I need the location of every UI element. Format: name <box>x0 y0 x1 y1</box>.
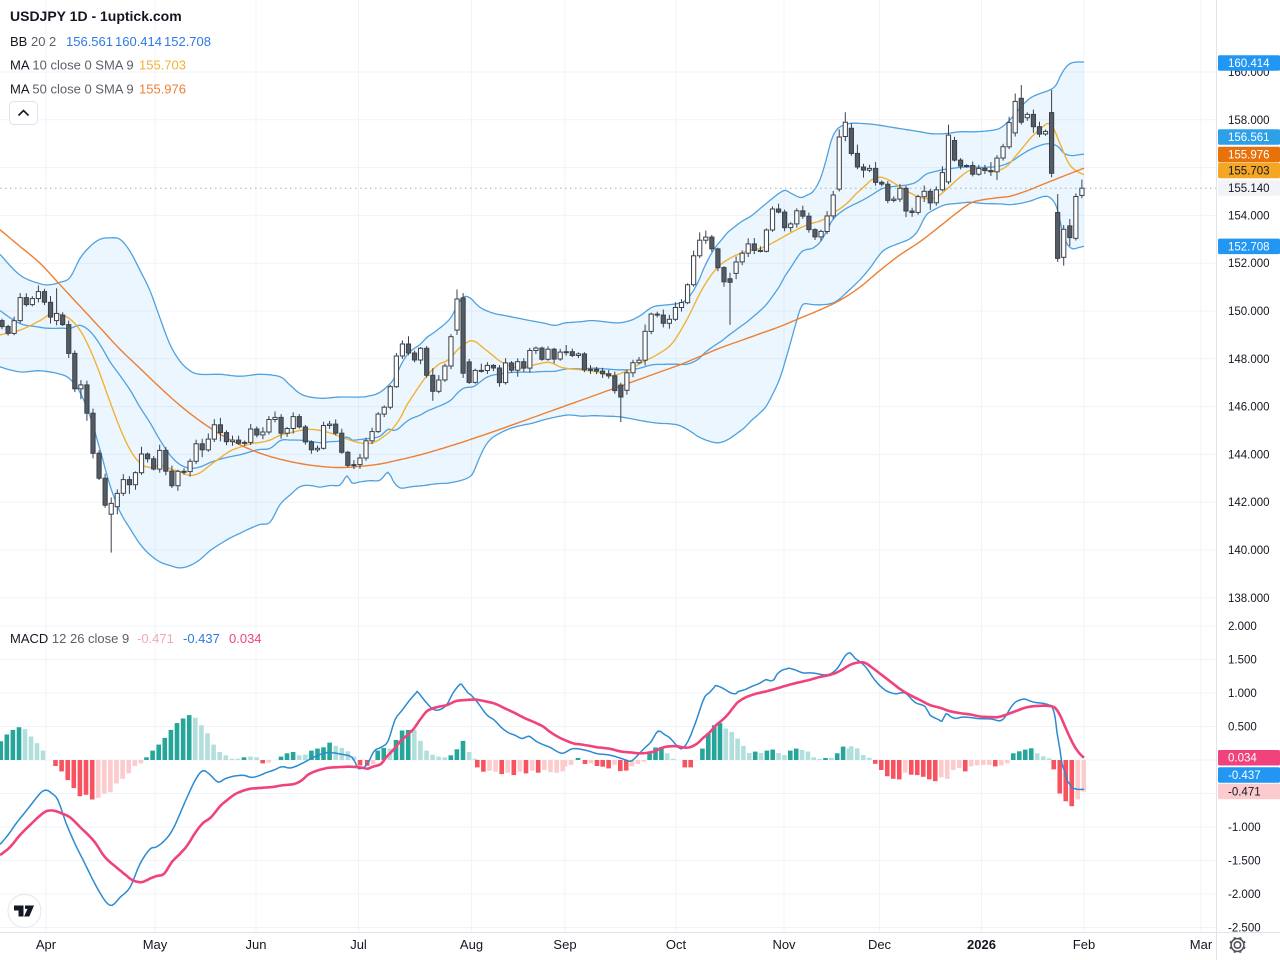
svg-text:Nov: Nov <box>772 937 796 952</box>
svg-text:148.000: 148.000 <box>1228 354 1270 366</box>
svg-text:-1.000: -1.000 <box>1228 822 1261 834</box>
svg-text:Jul: Jul <box>350 937 367 952</box>
svg-text:-0.471: -0.471 <box>1228 787 1261 799</box>
svg-text:2026: 2026 <box>967 937 996 952</box>
svg-text:Oct: Oct <box>666 937 687 952</box>
svg-text:152.000: 152.000 <box>1228 258 1270 270</box>
svg-text:Jun: Jun <box>246 937 267 952</box>
svg-text:142.000: 142.000 <box>1228 497 1270 509</box>
svg-text:USDJPY 1D - 1uptick.com: USDJPY 1D - 1uptick.com <box>10 8 182 24</box>
svg-text:155.703: 155.703 <box>1228 166 1270 178</box>
svg-text:Dec: Dec <box>868 937 892 952</box>
svg-text:-0.437: -0.437 <box>1228 770 1261 782</box>
svg-text:160.414: 160.414 <box>1228 58 1270 70</box>
svg-text:Feb: Feb <box>1073 937 1095 952</box>
svg-text:1.500: 1.500 <box>1228 655 1257 667</box>
svg-text:154.000: 154.000 <box>1228 210 1270 222</box>
svg-text:150.000: 150.000 <box>1228 306 1270 318</box>
svg-text:-2.000: -2.000 <box>1228 889 1261 901</box>
svg-text:-1.500: -1.500 <box>1228 856 1261 868</box>
svg-text:140.000: 140.000 <box>1228 545 1270 557</box>
svg-text:155.976: 155.976 <box>1228 150 1270 162</box>
svg-text:1.000: 1.000 <box>1228 688 1257 700</box>
svg-text:146.000: 146.000 <box>1228 402 1270 414</box>
svg-text:Aug: Aug <box>460 937 483 952</box>
svg-text:152.708: 152.708 <box>1228 241 1270 253</box>
svg-text:May: May <box>143 937 168 952</box>
svg-text:Apr: Apr <box>36 937 57 952</box>
svg-text:155.140: 155.140 <box>1228 183 1270 195</box>
svg-text:0.034: 0.034 <box>1228 753 1257 765</box>
svg-text:Sep: Sep <box>553 937 576 952</box>
svg-text:158.000: 158.000 <box>1228 115 1270 127</box>
svg-text:-2.500: -2.500 <box>1228 923 1261 935</box>
svg-text:138.000: 138.000 <box>1228 593 1270 605</box>
svg-text:144.000: 144.000 <box>1228 449 1270 461</box>
svg-text:Mar: Mar <box>1190 937 1213 952</box>
svg-text:0.500: 0.500 <box>1228 722 1257 734</box>
svg-text:2.000: 2.000 <box>1228 621 1257 633</box>
svg-text:156.561: 156.561 <box>1228 132 1270 144</box>
